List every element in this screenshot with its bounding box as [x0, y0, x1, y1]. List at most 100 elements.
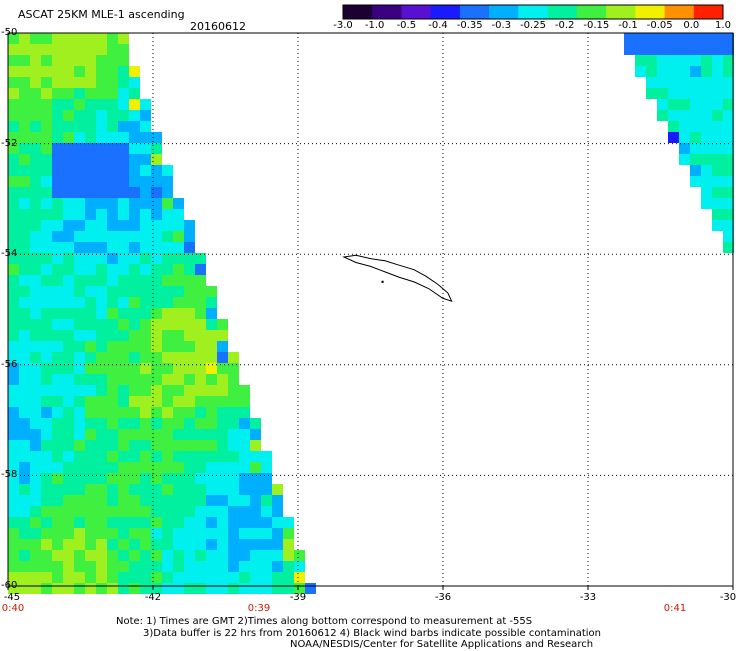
data-cell — [228, 451, 239, 462]
data-cell — [250, 583, 261, 594]
data-cell — [96, 99, 107, 110]
data-cell — [129, 132, 140, 143]
data-cell — [261, 561, 272, 572]
data-cell — [151, 429, 162, 440]
data-cell — [96, 88, 107, 99]
data-cell — [41, 275, 52, 286]
data-cell — [8, 473, 19, 484]
data-cell — [52, 407, 63, 418]
data-cell — [118, 539, 129, 550]
data-cell — [118, 429, 129, 440]
data-cell — [272, 572, 283, 583]
data-cell — [30, 231, 41, 242]
data-cell — [118, 451, 129, 462]
data-cell — [8, 583, 19, 594]
data-cell — [140, 264, 151, 275]
data-cell — [118, 242, 129, 253]
data-cell — [107, 330, 118, 341]
data-cell — [228, 473, 239, 484]
data-cell — [52, 341, 63, 352]
data-cell — [162, 385, 173, 396]
data-cell — [85, 363, 96, 374]
data-cell — [74, 473, 85, 484]
data-cell — [96, 286, 107, 297]
data-cell — [63, 66, 74, 77]
data-cell — [19, 44, 30, 55]
data-cell — [107, 308, 118, 319]
data-cell — [151, 165, 162, 176]
data-cell — [162, 209, 173, 220]
data-cell — [63, 363, 74, 374]
data-cell — [184, 462, 195, 473]
data-cell — [140, 198, 151, 209]
data-cell — [184, 473, 195, 484]
data-cell — [162, 572, 173, 583]
colorbar-tick-label: -0.2 — [554, 20, 575, 31]
data-cell — [173, 363, 184, 374]
data-cell — [668, 121, 679, 132]
colorbar-tick-label: -0.25 — [520, 20, 546, 31]
data-cell — [74, 506, 85, 517]
data-cell — [195, 484, 206, 495]
data-cell — [129, 341, 140, 352]
latitude-label: -52 — [1, 137, 18, 149]
data-cell — [41, 352, 52, 363]
data-cell — [261, 473, 272, 484]
data-cell — [690, 33, 701, 44]
data-cell — [63, 275, 74, 286]
map-frame — [7, 32, 734, 590]
data-cell — [118, 275, 129, 286]
data-cell — [712, 209, 723, 220]
data-cell — [19, 308, 30, 319]
data-cell — [173, 407, 184, 418]
data-cell — [140, 165, 151, 176]
data-cell — [41, 429, 52, 440]
data-cell — [668, 88, 679, 99]
data-cell — [173, 374, 184, 385]
data-cell — [107, 407, 118, 418]
data-cell — [283, 539, 294, 550]
data-cell — [118, 462, 129, 473]
data-cell — [74, 495, 85, 506]
data-cell — [162, 495, 173, 506]
data-cell — [173, 264, 184, 275]
data-cell — [646, 88, 657, 99]
data-cell — [63, 44, 74, 55]
data-cell — [173, 242, 184, 253]
colorbar-tick-label: 0.0 — [683, 20, 700, 31]
data-cell — [206, 407, 217, 418]
data-cell — [96, 176, 107, 187]
data-cell — [52, 385, 63, 396]
data-cell — [19, 319, 30, 330]
data-cell — [74, 44, 85, 55]
data-cell — [140, 286, 151, 297]
data-cell — [129, 363, 140, 374]
data-cell — [52, 66, 63, 77]
data-cell — [96, 429, 107, 440]
data-cell — [30, 209, 41, 220]
data-cell — [140, 473, 151, 484]
data-cell — [118, 121, 129, 132]
data-cell — [195, 495, 206, 506]
data-cell — [151, 275, 162, 286]
data-cell — [140, 154, 151, 165]
data-cell — [85, 99, 96, 110]
data-cell — [63, 319, 74, 330]
data-cell — [96, 143, 107, 154]
data-cell — [195, 297, 206, 308]
data-cell — [140, 308, 151, 319]
data-cell — [294, 572, 305, 583]
data-cell — [107, 121, 118, 132]
data-cell — [118, 44, 129, 55]
data-cell — [217, 451, 228, 462]
data-cell — [250, 418, 261, 429]
data-cell — [129, 242, 140, 253]
data-cell — [19, 242, 30, 253]
data-cell — [129, 253, 140, 264]
data-cell — [151, 528, 162, 539]
data-cell — [129, 407, 140, 418]
data-cell — [206, 374, 217, 385]
data-cell — [162, 330, 173, 341]
data-cell — [140, 209, 151, 220]
data-cell — [107, 352, 118, 363]
